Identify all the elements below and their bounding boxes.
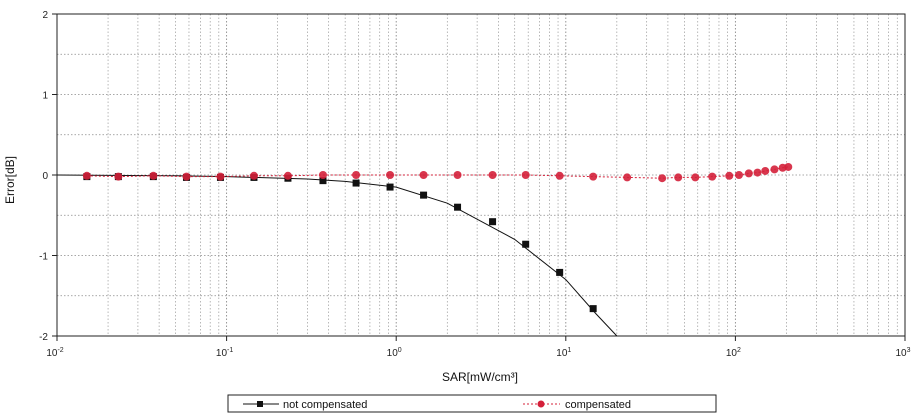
point-not-compensated	[319, 177, 327, 185]
point-compensated	[691, 173, 700, 182]
legend-box	[227, 394, 717, 413]
x-tick-label: 10-1	[216, 347, 233, 359]
point-compensated	[725, 171, 734, 180]
x-tick-label: 101	[556, 347, 571, 359]
point-compensated	[386, 171, 395, 179]
y-axis-label: Error[dB]	[3, 156, 17, 204]
point-compensated	[82, 171, 91, 180]
legend-marker-compensated	[537, 400, 545, 408]
point-compensated	[734, 171, 743, 179]
point-not-compensated	[454, 203, 462, 211]
legend: not compensated compensated	[227, 394, 717, 413]
point-compensated	[419, 171, 428, 179]
point-compensated	[453, 171, 462, 179]
y-axis: 2 1 0 -1 -2	[39, 10, 57, 343]
point-compensated	[658, 174, 667, 183]
x-tick-label: 102	[726, 347, 741, 359]
point-compensated	[770, 165, 779, 174]
x-axis-label: SAR[mW/cm³]	[442, 370, 518, 384]
legend-label-compensated: compensated	[565, 399, 631, 411]
point-compensated	[114, 172, 123, 181]
line-compensated	[86, 166, 789, 179]
legend-label-not-compensated: not compensated	[283, 399, 367, 411]
point-compensated	[249, 171, 258, 180]
point-not-compensated	[420, 191, 428, 199]
point-compensated	[149, 171, 158, 180]
point-compensated	[352, 171, 361, 179]
fit-curve-not-compensated	[56, 174, 618, 337]
y-tick-label: 2	[42, 10, 48, 21]
point-compensated	[784, 162, 793, 171]
y-tick-label: -1	[39, 252, 48, 263]
series-layer	[56, 162, 793, 337]
x-tick-label: 10-2	[46, 347, 63, 359]
point-compensated	[674, 173, 683, 182]
x-tick-label: 100	[387, 347, 402, 359]
legend-marker-not-compensated	[257, 401, 263, 407]
point-compensated	[589, 172, 598, 181]
point-compensated	[761, 166, 770, 175]
point-compensated	[744, 169, 753, 178]
point-compensated	[318, 171, 327, 179]
point-not-compensated	[556, 268, 564, 276]
y-tick-label: -2	[39, 332, 48, 343]
point-not-compensated	[522, 240, 530, 248]
point-compensated	[753, 168, 762, 177]
point-compensated	[521, 171, 530, 179]
y-tick-label: 0	[42, 171, 48, 182]
point-not-compensated	[589, 305, 597, 313]
point-not-compensated	[386, 183, 394, 191]
point-compensated	[488, 171, 497, 179]
point-compensated	[623, 173, 632, 182]
x-tick-label: 103	[895, 347, 910, 359]
x-axis: 10-2 10-1 100 101 102 103	[46, 336, 911, 359]
point-compensated	[182, 172, 191, 181]
point-not-compensated	[352, 179, 360, 187]
point-not-compensated	[489, 218, 497, 226]
point-compensated	[283, 171, 292, 180]
point-compensated	[708, 172, 717, 181]
point-compensated	[216, 172, 225, 181]
y-tick-label: 1	[42, 91, 48, 102]
point-compensated	[555, 171, 564, 180]
